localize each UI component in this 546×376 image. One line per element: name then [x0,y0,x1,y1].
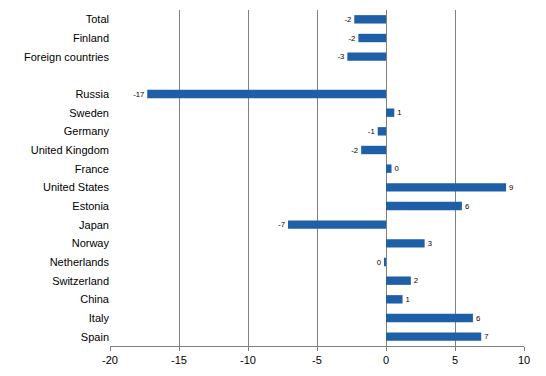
svg-text:Russia: Russia [75,88,110,100]
svg-text:-2: -2 [349,34,356,43]
svg-text:-7: -7 [278,220,285,229]
svg-text:Switzerland: Switzerland [52,275,109,287]
svg-text:Spain: Spain [81,331,109,343]
svg-text:Germany: Germany [64,125,110,137]
svg-text:Italy: Italy [89,312,110,324]
svg-text:-2: -2 [351,146,358,155]
svg-text:Foreign countries: Foreign countries [24,51,109,63]
svg-text:Total: Total [86,13,109,25]
svg-text:France: France [75,163,109,175]
svg-text:-10: -10 [240,354,256,366]
svg-text:6: 6 [476,314,480,323]
svg-text:-3: -3 [338,52,345,61]
svg-text:1: 1 [406,295,410,304]
svg-text:United Kingdom: United Kingdom [31,144,109,156]
svg-text:-1: -1 [368,127,375,136]
svg-text:0: 0 [395,164,399,173]
svg-text:Japan: Japan [79,219,109,231]
svg-text:0: 0 [383,354,389,366]
svg-text:7: 7 [484,332,488,341]
svg-text:9: 9 [509,183,513,192]
svg-text:Netherlands: Netherlands [50,256,110,268]
svg-text:5: 5 [452,354,458,366]
svg-text:United States: United States [43,181,110,193]
svg-text:0: 0 [377,258,381,267]
svg-text:-2: -2 [344,15,351,24]
svg-text:10: 10 [518,354,530,366]
svg-text:-17: -17 [133,90,144,99]
svg-text:6: 6 [465,202,469,211]
svg-text:-5: -5 [312,354,322,366]
svg-text:Finland: Finland [73,32,109,44]
svg-text:China: China [80,293,110,305]
svg-text:-15: -15 [171,354,187,366]
svg-text:-20: -20 [102,354,118,366]
svg-text:3: 3 [428,239,432,248]
svg-text:Norway: Norway [72,237,110,249]
svg-text:Estonia: Estonia [72,200,110,212]
svg-text:2: 2 [414,276,418,285]
svg-text:1: 1 [397,108,401,117]
svg-text:Sweden: Sweden [69,107,109,119]
